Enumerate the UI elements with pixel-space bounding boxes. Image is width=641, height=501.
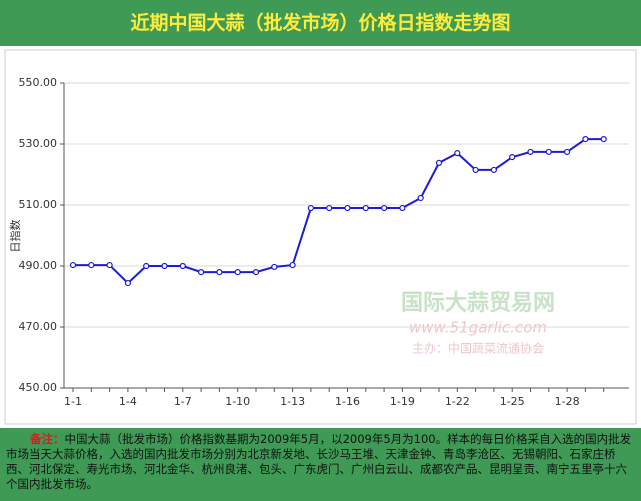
point — [582, 136, 589, 143]
point — [252, 269, 260, 276]
point — [509, 154, 516, 161]
watermark-text: 主办：中国蔬菜流通协会 — [412, 341, 544, 356]
x-tick-label: 1-7 — [174, 395, 192, 408]
x-tick-label: 1-22 — [445, 395, 470, 408]
point — [417, 194, 424, 202]
point — [88, 261, 95, 269]
footnote-text: 中国大蒜（批发市场）价格指数基期为2009年5月，以2009年5月为100。样本… — [6, 432, 632, 491]
point — [381, 204, 388, 212]
point — [216, 269, 223, 276]
point — [326, 204, 333, 212]
y-tick-label: 530.00 — [19, 137, 58, 150]
point — [399, 204, 406, 212]
point — [179, 262, 186, 270]
point — [289, 261, 296, 269]
watermark: 国际大蒜贸易网 www.51garlic.com 主办：中国蔬菜流通协会 — [401, 291, 555, 356]
point — [600, 136, 607, 143]
y-tick-label: 470.00 — [19, 320, 58, 333]
point — [234, 269, 241, 276]
point — [106, 261, 113, 269]
footnote-label: 备注： — [30, 432, 65, 446]
x-tick-label: 1-16 — [335, 395, 360, 408]
point — [307, 204, 314, 212]
point — [362, 204, 369, 212]
point — [143, 262, 150, 270]
watermark-text: 国际大蒜贸易网 — [401, 291, 555, 316]
point — [472, 166, 479, 174]
point — [124, 279, 132, 287]
point — [527, 148, 534, 156]
chart-frame — [4, 49, 637, 425]
chart-title: 近期中国大蒜（批发市场）价格日指数走势图 — [0, 0, 641, 46]
y-tick-label: 490.00 — [19, 259, 58, 272]
point — [161, 262, 168, 270]
chart: 日指数 国际大蒜贸易网 www.51garlic.com 主办：中国蔬菜流通协会… — [4, 49, 637, 425]
point — [490, 166, 497, 174]
point — [454, 150, 461, 157]
x-tick-label: 1-25 — [500, 395, 525, 408]
point — [563, 148, 571, 156]
y-tick-label: 550.00 — [19, 76, 58, 89]
point — [545, 148, 552, 156]
point — [69, 261, 77, 269]
point — [344, 204, 351, 212]
point — [271, 263, 278, 271]
x-tick-label: 1-4 — [119, 395, 137, 408]
x-tick-label: 1-13 — [280, 395, 305, 408]
y-tick-label: 510.00 — [19, 198, 58, 211]
point — [435, 159, 443, 167]
y-tick-label: 450.00 — [19, 381, 58, 394]
x-tick-label: 1-10 — [225, 395, 250, 408]
x-tick-label: 1-1 — [64, 395, 82, 408]
footnote: 备注：中国大蒜（批发市场）价格指数基期为2009年5月，以2009年5月为100… — [0, 428, 641, 501]
y-axis-label: 日指数 — [8, 220, 22, 253]
point — [198, 269, 205, 276]
x-tick-label: 1-28 — [555, 395, 580, 408]
x-tick-label: 1-19 — [390, 395, 415, 408]
